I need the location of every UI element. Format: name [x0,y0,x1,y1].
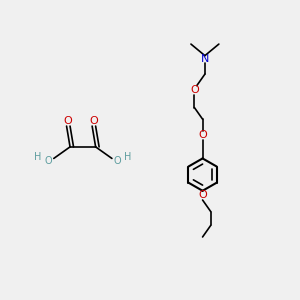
Text: N: N [201,54,209,64]
Text: H: H [124,152,132,162]
Text: O: O [198,190,207,200]
Text: O: O [114,156,122,166]
Text: H: H [34,152,41,162]
Text: O: O [44,156,52,166]
Text: O: O [63,116,72,127]
Text: O: O [190,85,199,95]
Text: O: O [89,116,98,127]
Text: O: O [198,130,207,140]
